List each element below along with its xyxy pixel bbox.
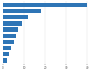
Bar: [3, 40, 14, 44]
Bar: [3, 3, 87, 7]
Bar: [3, 15, 28, 19]
Bar: [3, 46, 11, 50]
Bar: [3, 52, 9, 56]
Bar: [3, 58, 7, 63]
Bar: [3, 34, 16, 38]
Bar: [3, 21, 22, 26]
Bar: [3, 9, 41, 13]
Bar: [3, 27, 18, 32]
